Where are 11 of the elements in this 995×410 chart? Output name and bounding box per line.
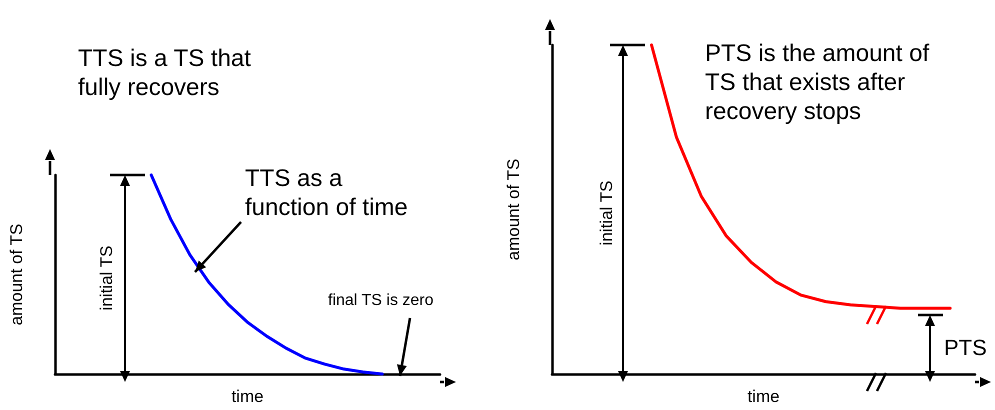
y-axis-title: amount of TS <box>7 224 26 326</box>
annotation: PTS <box>944 334 987 362</box>
x-axis-title: time <box>747 387 780 406</box>
annotation: initial TS <box>597 180 617 246</box>
chart-title: TTS is a TS that fully recovers <box>78 45 252 103</box>
annotation: TTS as a function of time <box>245 165 409 223</box>
x-axis-title: time <box>231 387 264 406</box>
y-axis-title: amount of TS <box>504 158 523 260</box>
text: PTS is the amount of TS that exists after recovery stops <box>705 40 930 126</box>
annotation: final TS is zero <box>328 291 435 310</box>
annotation: initial TS <box>97 246 117 310</box>
